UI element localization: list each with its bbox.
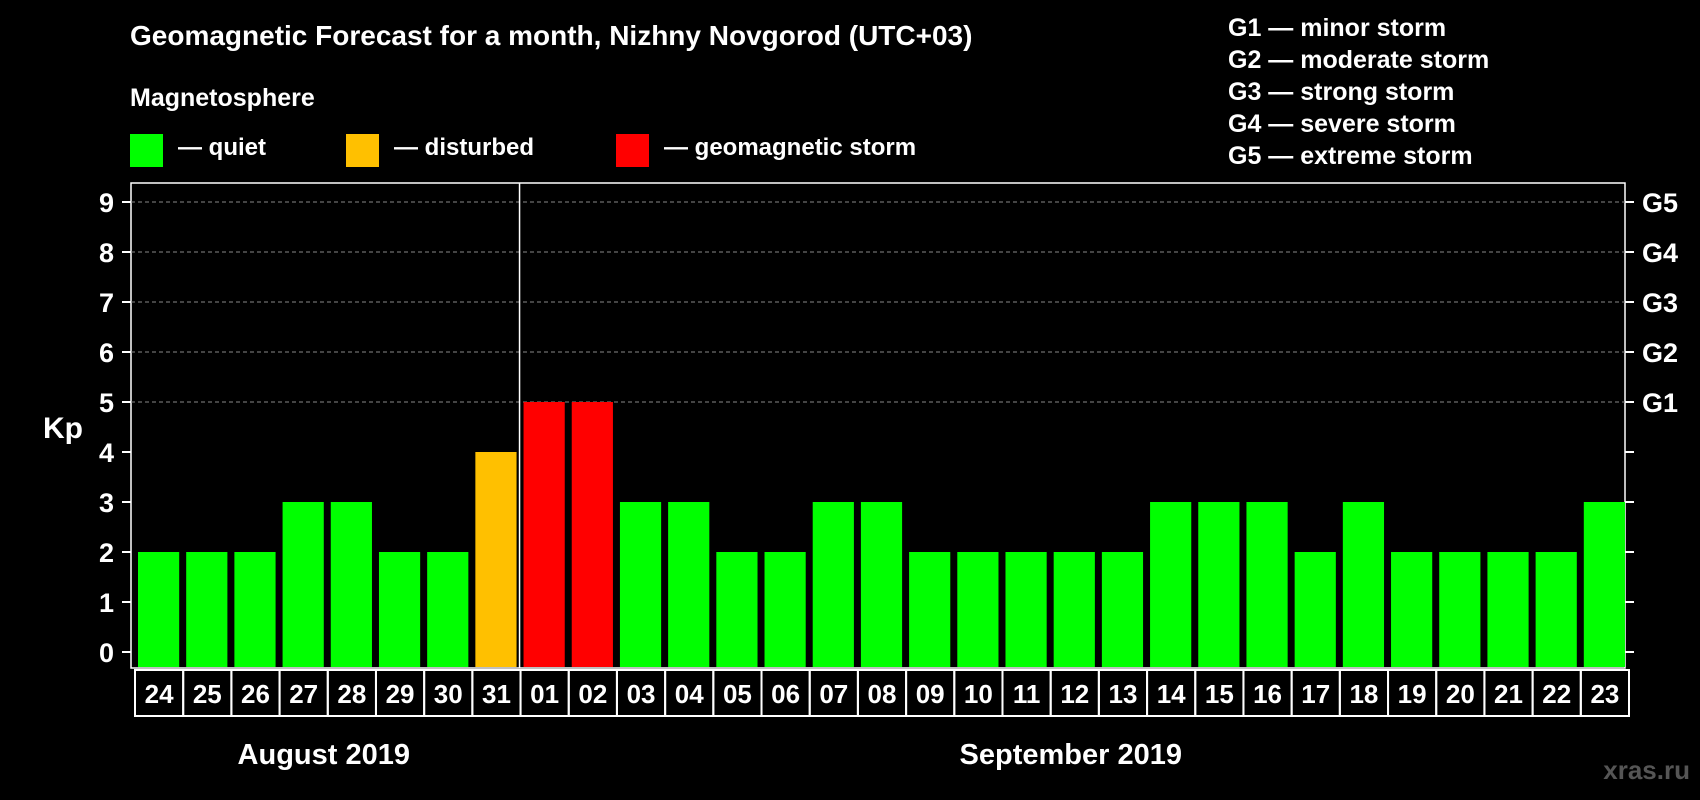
y-tick-label: 4	[99, 438, 114, 468]
storm-scale-g1: G1 — minor storm	[1228, 14, 1447, 42]
x-tick-label-05: 05	[723, 679, 752, 709]
x-tick-label-14: 14	[1157, 679, 1186, 709]
bar-25	[186, 552, 228, 667]
legend-label-disturbed: — disturbed	[394, 134, 535, 161]
x-tick-label-10: 10	[964, 679, 993, 709]
bar-17	[1294, 552, 1336, 667]
bar-23	[1583, 502, 1625, 667]
bar-09	[909, 552, 951, 667]
x-tick-label-23: 23	[1590, 679, 1619, 709]
bar-13	[1101, 552, 1144, 667]
plot-frame	[130, 182, 1626, 669]
legend-swatch-quiet	[130, 134, 163, 167]
bar-30	[427, 552, 469, 667]
right-axis-label-g3: G3	[1642, 288, 1678, 318]
bar-15	[1198, 502, 1240, 667]
bar-14	[1150, 502, 1192, 667]
bar-18	[1342, 502, 1385, 667]
bar-11	[1005, 552, 1047, 667]
brand-watermark: xras.ru	[1603, 755, 1690, 785]
x-tick-label-15: 15	[1205, 679, 1234, 709]
x-tick-label-26: 26	[241, 679, 270, 709]
bar-03	[619, 502, 662, 667]
x-tick-label-19: 19	[1398, 679, 1427, 709]
x-tick-label-08: 08	[868, 679, 897, 709]
x-tick-label-20: 20	[1446, 679, 1475, 709]
bar-06	[764, 552, 806, 667]
storm-scale-g2: G2 — moderate storm	[1228, 46, 1490, 74]
y-tick-label: 3	[99, 488, 114, 518]
legend-heading: Magnetosphere	[130, 84, 315, 112]
bar-29	[378, 552, 421, 667]
bar-02	[571, 402, 613, 667]
x-tick-label-07: 07	[819, 679, 848, 709]
x-tick-label-29: 29	[386, 679, 415, 709]
x-tick-label-31: 31	[482, 679, 511, 709]
bar-01	[523, 402, 565, 667]
chart-title: Geomagnetic Forecast for a month, Nizhny…	[130, 20, 973, 51]
x-tick-label-17: 17	[1301, 679, 1330, 709]
bar-10	[957, 552, 999, 667]
y-tick-label: 9	[99, 188, 114, 218]
x-tick-label-24: 24	[145, 679, 174, 709]
y-axis-label: Kp	[43, 412, 83, 445]
right-axis-label-g1: G1	[1642, 388, 1678, 418]
bar-07	[812, 502, 854, 667]
y-tick-label: 6	[99, 338, 114, 368]
x-tick-label-18: 18	[1349, 679, 1378, 709]
bar-19	[1391, 552, 1433, 667]
y-tick-label: 5	[99, 388, 114, 418]
right-axis-label-g5: G5	[1642, 188, 1678, 218]
x-tick-label-06: 06	[771, 679, 800, 709]
storm-scale-g5: G5 — extreme storm	[1228, 142, 1473, 170]
x-tick-label-03: 03	[627, 679, 656, 709]
x-tick-label-25: 25	[193, 679, 222, 709]
storm-scale-g3: G3 — strong storm	[1228, 78, 1455, 106]
y-tick-label: 7	[99, 288, 114, 318]
right-axis-label-g4: G4	[1642, 238, 1678, 268]
x-tick-label-09: 09	[916, 679, 945, 709]
x-tick-label-11: 11	[1013, 679, 1041, 709]
x-tick-label-12: 12	[1060, 679, 1089, 709]
x-tick-label-16: 16	[1253, 679, 1282, 709]
bar-28	[330, 502, 372, 667]
bar-16	[1246, 502, 1288, 667]
y-tick-label: 8	[99, 238, 114, 268]
legend-label-quiet: — quiet	[178, 134, 266, 161]
x-tick-label-04: 04	[675, 679, 704, 709]
bar-20	[1439, 552, 1481, 667]
storm-scale-g4: G4 — severe storm	[1228, 110, 1456, 138]
bar-27	[282, 502, 324, 667]
bar-05	[716, 552, 758, 667]
bar-21	[1487, 552, 1529, 667]
month-label: August 2019	[238, 739, 410, 771]
x-tick-label-02: 02	[578, 679, 607, 709]
month-label: September 2019	[960, 739, 1182, 771]
x-category-cell	[1579, 669, 1630, 717]
legend-swatch-disturbed	[346, 134, 379, 167]
x-tick-label-30: 30	[434, 679, 463, 709]
x-tick-label-22: 22	[1542, 679, 1571, 709]
bar-08	[860, 502, 903, 667]
x-tick-label-27: 27	[289, 679, 318, 709]
bar-31	[475, 452, 517, 667]
legend-swatch-storm	[616, 134, 649, 167]
right-axis-label-g2: G2	[1642, 338, 1678, 368]
x-tick-label-28: 28	[337, 679, 366, 709]
bar-24	[138, 552, 180, 667]
bar-22	[1535, 552, 1577, 667]
y-tick-label: 2	[99, 538, 114, 568]
y-tick-label: 1	[99, 588, 114, 618]
x-tick-label-21: 21	[1494, 679, 1523, 709]
y-tick-label: 0	[99, 638, 114, 668]
x-tick-label-01: 01	[530, 679, 559, 709]
bar-12	[1053, 552, 1095, 667]
bar-26	[234, 552, 276, 667]
bar-04	[668, 502, 710, 667]
legend-label-storm: — geomagnetic storm	[664, 134, 917, 161]
x-tick-label-13: 13	[1109, 679, 1138, 709]
